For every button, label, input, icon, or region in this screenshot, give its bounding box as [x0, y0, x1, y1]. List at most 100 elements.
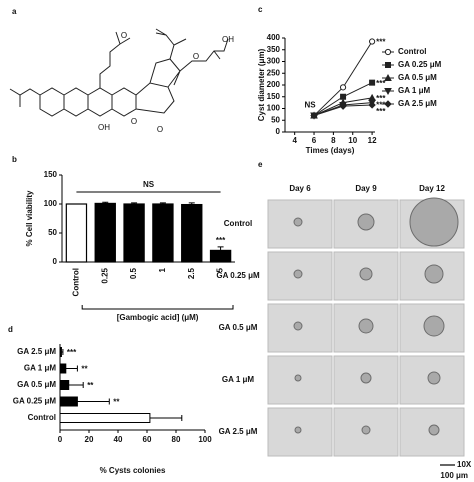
scale-label: 10X: [457, 460, 472, 469]
bar: [152, 203, 174, 263]
legend-label: Control: [398, 47, 426, 56]
x-tick-label: 6: [312, 136, 317, 145]
significance: **: [87, 381, 94, 390]
cyst: [361, 425, 371, 435]
x-tick-label: 4: [292, 136, 297, 145]
axis: [284, 38, 375, 133]
y-tick-label: 150: [267, 92, 281, 101]
marker: [384, 48, 392, 56]
significance: ***: [376, 38, 386, 47]
category-label: GA 2.5 μM: [17, 347, 56, 356]
marker: [368, 101, 376, 109]
x-axis-label: [Gambogic acid] (μM): [117, 313, 199, 322]
category-label: 2.5: [187, 267, 196, 279]
bar: [181, 203, 203, 263]
y-tick-label: 100: [267, 104, 281, 113]
marker: [385, 62, 391, 68]
y-tick-label: 50: [48, 228, 57, 237]
cyst: [423, 315, 445, 337]
cyst: [409, 197, 459, 247]
x-tick-label: 0: [58, 435, 63, 444]
x-tick-label: 60: [143, 435, 152, 444]
cyst: [293, 321, 303, 331]
category-label: GA 0.5 μM: [17, 380, 56, 389]
scale-label: 100 μm: [440, 471, 468, 480]
cyst: [357, 213, 375, 231]
x-tick-label: 100: [198, 435, 212, 444]
cage: [135, 58, 181, 114]
y-tick-label: 300: [267, 57, 281, 66]
significance: ***: [376, 101, 386, 110]
atom-label: OH: [98, 123, 110, 132]
category-label: 0.5: [129, 267, 138, 279]
significance: **: [113, 398, 120, 407]
column-header: Day 9: [355, 184, 377, 193]
significance: ***: [216, 236, 226, 245]
legend-label: GA 1 μM: [398, 86, 430, 95]
category-label: 1: [158, 267, 167, 272]
bar: [209, 249, 232, 263]
micrograph: [333, 407, 399, 457]
bar: [59, 380, 70, 390]
marker: [368, 38, 376, 45]
x-tick-label: 20: [85, 435, 94, 444]
micrograph: [267, 355, 333, 405]
cyst: [294, 426, 302, 434]
cyst: [293, 269, 303, 279]
x-bracket: [81, 305, 234, 310]
x-tick-label: 40: [114, 435, 123, 444]
marker: [384, 88, 392, 96]
error-bar: [131, 202, 138, 204]
bar: [59, 347, 62, 357]
row-label: GA 1 μM: [222, 375, 254, 384]
rings: [39, 87, 137, 117]
atom-label: O: [131, 117, 137, 126]
legend-label: GA 2.5 μM: [398, 99, 437, 108]
row-label: GA 0.5 μM: [219, 323, 258, 332]
atom-label: O: [193, 52, 199, 61]
cyst: [294, 374, 302, 382]
y-tick-label: 100: [44, 199, 58, 208]
x-axis-label: Times (days): [306, 146, 355, 155]
bracket-label: NS: [143, 180, 155, 189]
panel-label: e: [258, 160, 263, 169]
cyst: [293, 217, 303, 227]
category-label: GA 1 μM: [24, 364, 56, 373]
category-label: 5: [216, 267, 225, 272]
y-tick-label: 0: [53, 257, 58, 266]
y-axis-label: % Cell viability: [25, 190, 34, 247]
significance: ***: [376, 79, 386, 88]
row-label: Control: [224, 219, 252, 228]
panel-label: d: [8, 325, 13, 334]
marker: [384, 73, 392, 81]
marker: [339, 84, 347, 91]
atom-label: OH: [222, 35, 234, 44]
y-tick-label: 50: [271, 115, 280, 124]
marker: [310, 111, 318, 120]
error-bar: [65, 365, 78, 372]
error-bar: [68, 382, 84, 388]
start-label: NS: [304, 101, 316, 110]
marker: [384, 100, 392, 108]
error-bar: [102, 201, 109, 204]
bar: [59, 413, 151, 423]
legend-label: GA 0.25 μM: [398, 60, 442, 69]
error-bar: [61, 349, 64, 355]
cyst: [428, 424, 440, 436]
error-bar: [77, 398, 110, 405]
significance: **: [81, 365, 88, 374]
side-chains: [9, 31, 229, 107]
panel-label: a: [12, 7, 17, 16]
y-axis-label: Cyst diameter (μm): [257, 48, 266, 121]
x-tick-label: 80: [172, 435, 181, 444]
x-tick-label: 8: [331, 136, 336, 145]
y-tick-label: 0: [276, 127, 281, 136]
significance: ***: [376, 107, 386, 116]
bar: [59, 363, 67, 374]
x-tick-label: 12: [368, 136, 377, 145]
y-tick-label: 150: [44, 170, 58, 179]
error-bar: [188, 202, 195, 205]
chemical-structure: [9, 28, 229, 117]
cyst: [427, 371, 441, 385]
marker: [369, 79, 376, 86]
